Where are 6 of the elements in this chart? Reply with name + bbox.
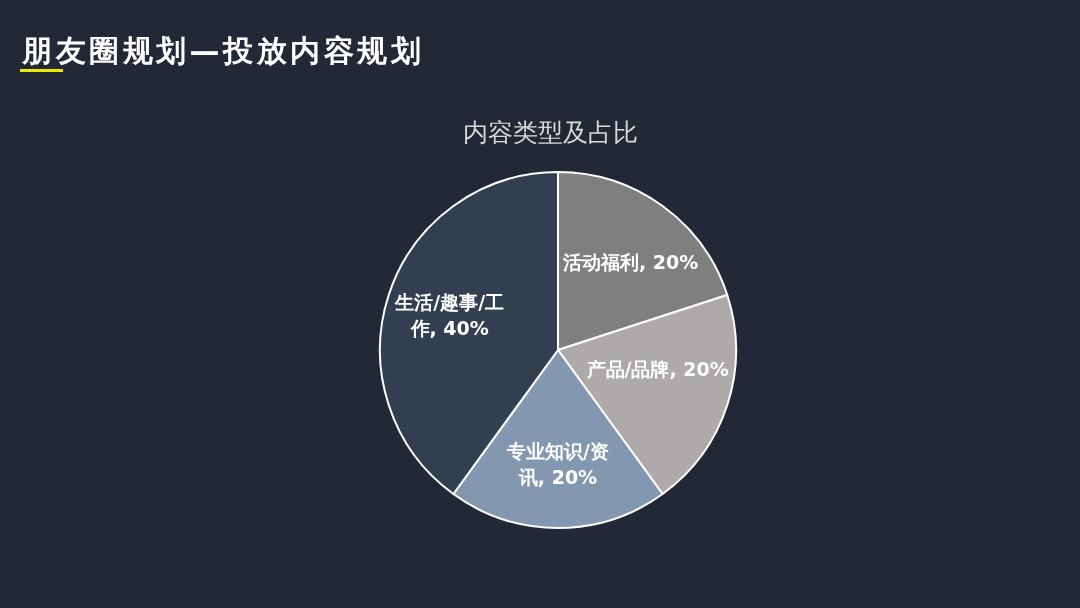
- slice-label: 专业知识/资讯, 20%: [506, 438, 610, 490]
- slice-label: 活动福利, 20%: [561, 250, 700, 276]
- chart-title: 朋友圈规划—投放内容规划: [21, 33, 424, 68]
- chart-subtitle: 内容类型及占比: [462, 118, 638, 147]
- slice-label: 产品/品牌, 20%: [586, 357, 729, 382]
- slice-label: 生活/趣事/工作, 40%: [393, 289, 506, 341]
